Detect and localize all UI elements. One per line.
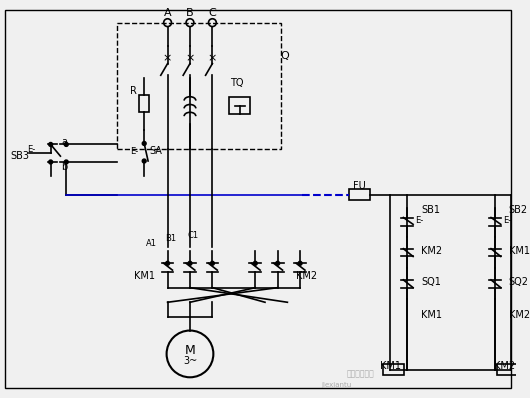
Text: SA: SA — [149, 146, 162, 156]
Circle shape — [142, 159, 146, 163]
Text: b: b — [61, 162, 67, 172]
Text: E-: E- — [415, 216, 423, 225]
Text: ×: × — [186, 54, 195, 64]
Text: 电工技术之家: 电工技术之家 — [347, 369, 374, 378]
Text: TQ: TQ — [230, 78, 243, 88]
Bar — [497, 364, 518, 375]
Bar — [383, 364, 404, 375]
Text: M: M — [184, 345, 196, 357]
Text: B1: B1 — [165, 234, 176, 244]
Text: KM1: KM1 — [380, 361, 401, 371]
Text: C1: C1 — [187, 230, 198, 240]
Bar — [117, 23, 280, 149]
Circle shape — [49, 160, 52, 164]
Text: A: A — [164, 8, 171, 18]
Text: KM1: KM1 — [509, 246, 529, 256]
Text: KM1: KM1 — [134, 271, 155, 281]
Text: E-: E- — [503, 216, 511, 225]
Bar — [349, 189, 370, 200]
Text: B: B — [186, 8, 194, 18]
Circle shape — [253, 261, 257, 265]
Text: 3~: 3~ — [183, 356, 197, 366]
Circle shape — [165, 261, 170, 265]
Text: SB3: SB3 — [10, 151, 29, 161]
Text: SQ2: SQ2 — [509, 277, 528, 287]
Text: ×: × — [208, 54, 217, 64]
Text: C: C — [208, 8, 216, 18]
Text: SQ1: SQ1 — [421, 277, 441, 287]
Circle shape — [142, 142, 146, 145]
Text: KM1: KM1 — [421, 310, 442, 320]
Bar — [229, 97, 250, 114]
Circle shape — [188, 261, 192, 265]
Circle shape — [64, 160, 68, 164]
Text: a: a — [61, 137, 67, 146]
Text: SB2: SB2 — [509, 205, 528, 215]
Text: KM2: KM2 — [421, 246, 442, 256]
Circle shape — [210, 261, 214, 265]
Text: Q: Q — [280, 51, 289, 61]
Text: E-: E- — [27, 145, 36, 154]
Circle shape — [64, 142, 68, 146]
Text: jiexiantu: jiexiantu — [321, 382, 351, 388]
Text: R: R — [130, 86, 137, 96]
Text: SB1: SB1 — [421, 205, 440, 215]
Text: KM2: KM2 — [509, 310, 529, 320]
Text: E-: E- — [130, 147, 138, 156]
Text: KM2: KM2 — [296, 271, 317, 281]
Circle shape — [49, 142, 52, 146]
Text: A1: A1 — [146, 239, 156, 248]
Text: KM2: KM2 — [494, 361, 515, 371]
Text: FU: FU — [353, 181, 366, 191]
Circle shape — [276, 261, 280, 265]
Text: ×: × — [163, 54, 172, 64]
Circle shape — [298, 261, 302, 265]
Bar — [139, 95, 149, 112]
